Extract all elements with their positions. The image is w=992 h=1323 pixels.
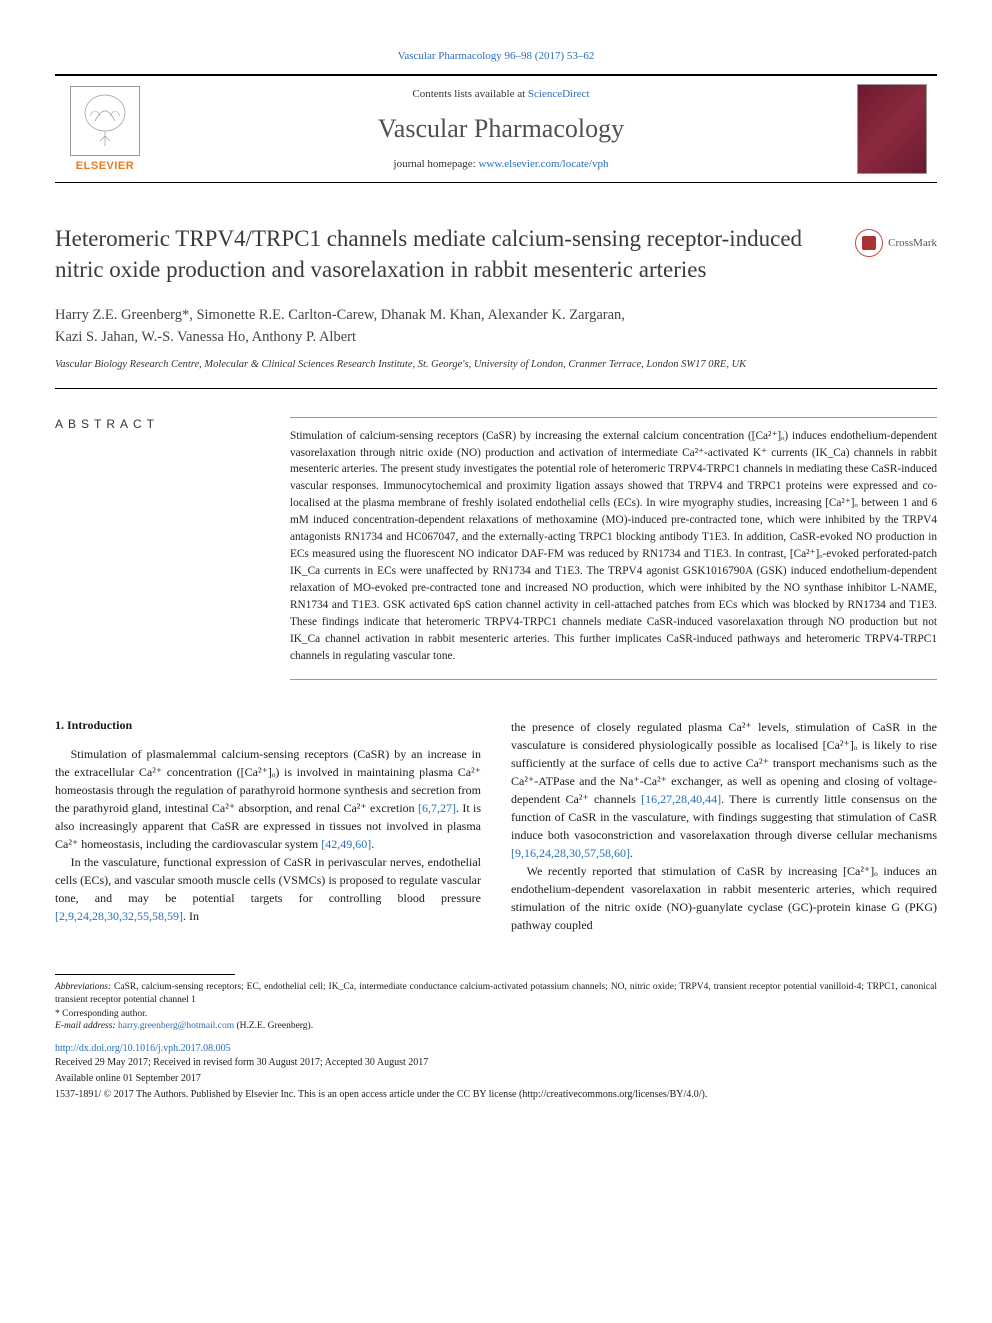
column-left: 1. Introduction Stimulation of plasmalem… (55, 718, 481, 934)
ref-link[interactable]: [16,27,28,40,44] (641, 792, 721, 806)
abstract-bottom-rule (290, 679, 937, 680)
ref-link[interactable]: [6,7,27] (418, 801, 456, 815)
received-line: Received 29 May 2017; Received in revise… (55, 1056, 937, 1070)
p1c: . (371, 837, 374, 851)
cover-thumbnail-icon (857, 84, 927, 174)
abstract-text: Stimulation of calcium-sensing receptors… (290, 428, 937, 665)
homepage-link[interactable]: www.elsevier.com/locate/vph (478, 158, 608, 170)
elsevier-wordmark: ELSEVIER (76, 160, 134, 172)
available-line: Available online 01 September 2017 (55, 1072, 937, 1086)
header-banner: ELSEVIER Contents lists available at Sci… (55, 76, 937, 183)
email-suffix: (H.Z.E. Greenberg). (234, 1021, 313, 1031)
email-link[interactable]: harry.greenberg@hotmail.com (118, 1021, 234, 1031)
banner-center: Contents lists available at ScienceDirec… (155, 76, 847, 182)
email-label: E-mail address: (55, 1021, 118, 1031)
crossmark-label: CrossMark (888, 237, 937, 249)
authors-line-2: Kazi S. Jahan, W.-S. Vanessa Ho, Anthony… (55, 329, 356, 345)
email-line: E-mail address: harry.greenberg@hotmail.… (55, 1021, 937, 1031)
abstract-heading: ABSTRACT (55, 417, 290, 431)
authors-line-1: Harry Z.E. Greenberg*, Simonette R.E. Ca… (55, 307, 625, 323)
intro-col2: the presence of closely regulated plasma… (511, 718, 937, 934)
affiliation: Vascular Biology Research Centre, Molecu… (55, 359, 937, 370)
p2a: In the vasculature, functional expressio… (55, 855, 481, 905)
article-title: Heteromeric TRPV4/TRPC1 channels mediate… (55, 223, 855, 285)
footer-separator (55, 974, 235, 975)
sciencedirect-link[interactable]: ScienceDirect (528, 88, 590, 100)
journal-homepage: journal homepage: www.elsevier.com/locat… (394, 158, 609, 170)
elsevier-tree-icon (70, 86, 140, 156)
homepage-prefix: journal homepage: (394, 158, 479, 170)
copyright-line: 1537-1891/ © 2017 The Authors. Published… (55, 1088, 937, 1102)
elsevier-logo: ELSEVIER (55, 76, 155, 182)
ref-link[interactable]: [9,16,24,28,30,57,58,60] (511, 846, 630, 860)
abbreviations: Abbreviations: CaSR, calcium-sensing rec… (55, 981, 937, 1008)
intro-heading: 1. Introduction (55, 718, 481, 733)
corresponding-author: * Corresponding author. (55, 1009, 937, 1019)
abbrev-text: CaSR, calcium-sensing receptors; EC, end… (55, 982, 937, 1005)
crossmark-icon (855, 229, 883, 257)
journal-name: Vascular Pharmacology (378, 114, 624, 144)
p2b: . In (183, 909, 199, 923)
journal-citation: Vascular Pharmacology 96–98 (2017) 53–62 (55, 50, 937, 62)
contents-available: Contents lists available at ScienceDirec… (412, 88, 589, 100)
column-right: the presence of closely regulated plasma… (511, 718, 937, 934)
abbrev-label: Abbreviations: (55, 982, 111, 992)
divider (55, 388, 937, 389)
crossmark-badge[interactable]: CrossMark (855, 229, 937, 257)
c2p2: We recently reported that stimulation of… (511, 864, 937, 932)
contents-prefix: Contents lists available at (412, 88, 527, 100)
ref-link[interactable]: [2,9,24,28,30,32,55,58,59] (55, 909, 183, 923)
c2p1c: . (630, 846, 633, 860)
journal-cover (847, 76, 937, 182)
authors: Harry Z.E. Greenberg*, Simonette R.E. Ca… (55, 305, 937, 349)
intro-col1: Stimulation of plasmalemmal calcium-sens… (55, 745, 481, 925)
doi-link[interactable]: http://dx.doi.org/10.1016/j.vph.2017.08.… (55, 1043, 937, 1054)
body-columns: 1. Introduction Stimulation of plasmalem… (55, 718, 937, 934)
ref-link[interactable]: [42,49,60] (321, 837, 371, 851)
